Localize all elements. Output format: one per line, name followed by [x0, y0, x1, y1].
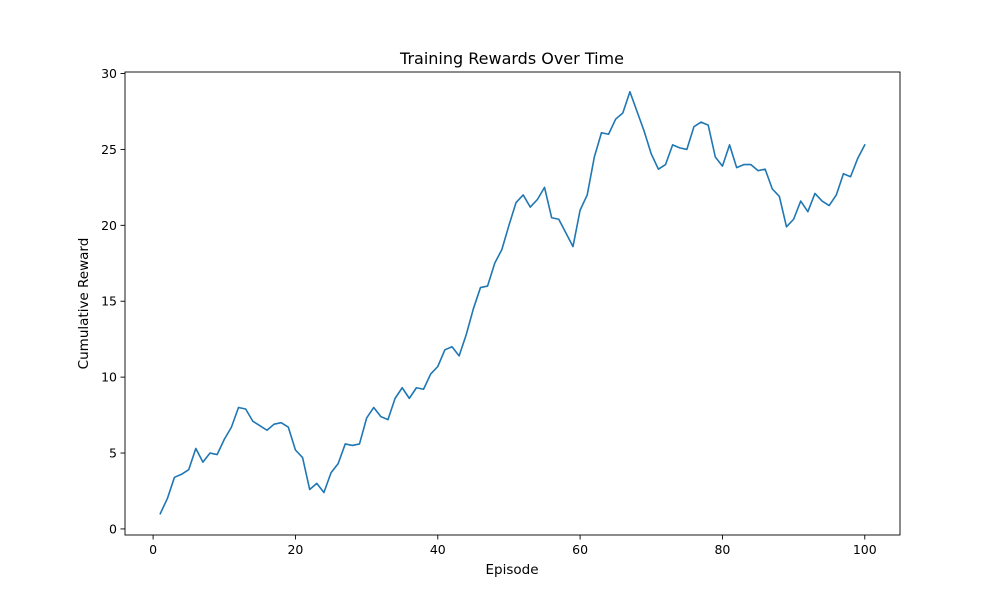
y-tick-label: 20 [101, 218, 117, 233]
x-tick-label: 40 [430, 542, 446, 557]
chart-title: Training Rewards Over Time [399, 49, 624, 68]
y-tick-label: 5 [109, 446, 117, 461]
x-axis-ticks: 0 20 40 60 80 100 [149, 535, 877, 557]
plot-frame [124, 71, 901, 536]
y-tick-label: 25 [101, 142, 117, 157]
y-tick-label: 15 [101, 294, 117, 309]
x-tick-label: 80 [714, 542, 730, 557]
x-tick-label: 20 [287, 542, 303, 557]
y-axis-label: Cumulative Reward [76, 238, 92, 370]
plot-area [125, 72, 900, 535]
y-tick-label: 10 [101, 370, 117, 385]
y-tick-label: 30 [101, 66, 117, 81]
y-axis-ticks: 0 5 10 15 20 25 30 [101, 66, 125, 536]
x-tick-label: 60 [572, 542, 588, 557]
y-tick-label: 0 [109, 521, 117, 536]
x-axis-label: Episode [485, 562, 538, 578]
reward-series-line [159, 90, 866, 515]
x-tick-label: 100 [853, 542, 877, 557]
x-tick-label: 0 [149, 542, 157, 557]
